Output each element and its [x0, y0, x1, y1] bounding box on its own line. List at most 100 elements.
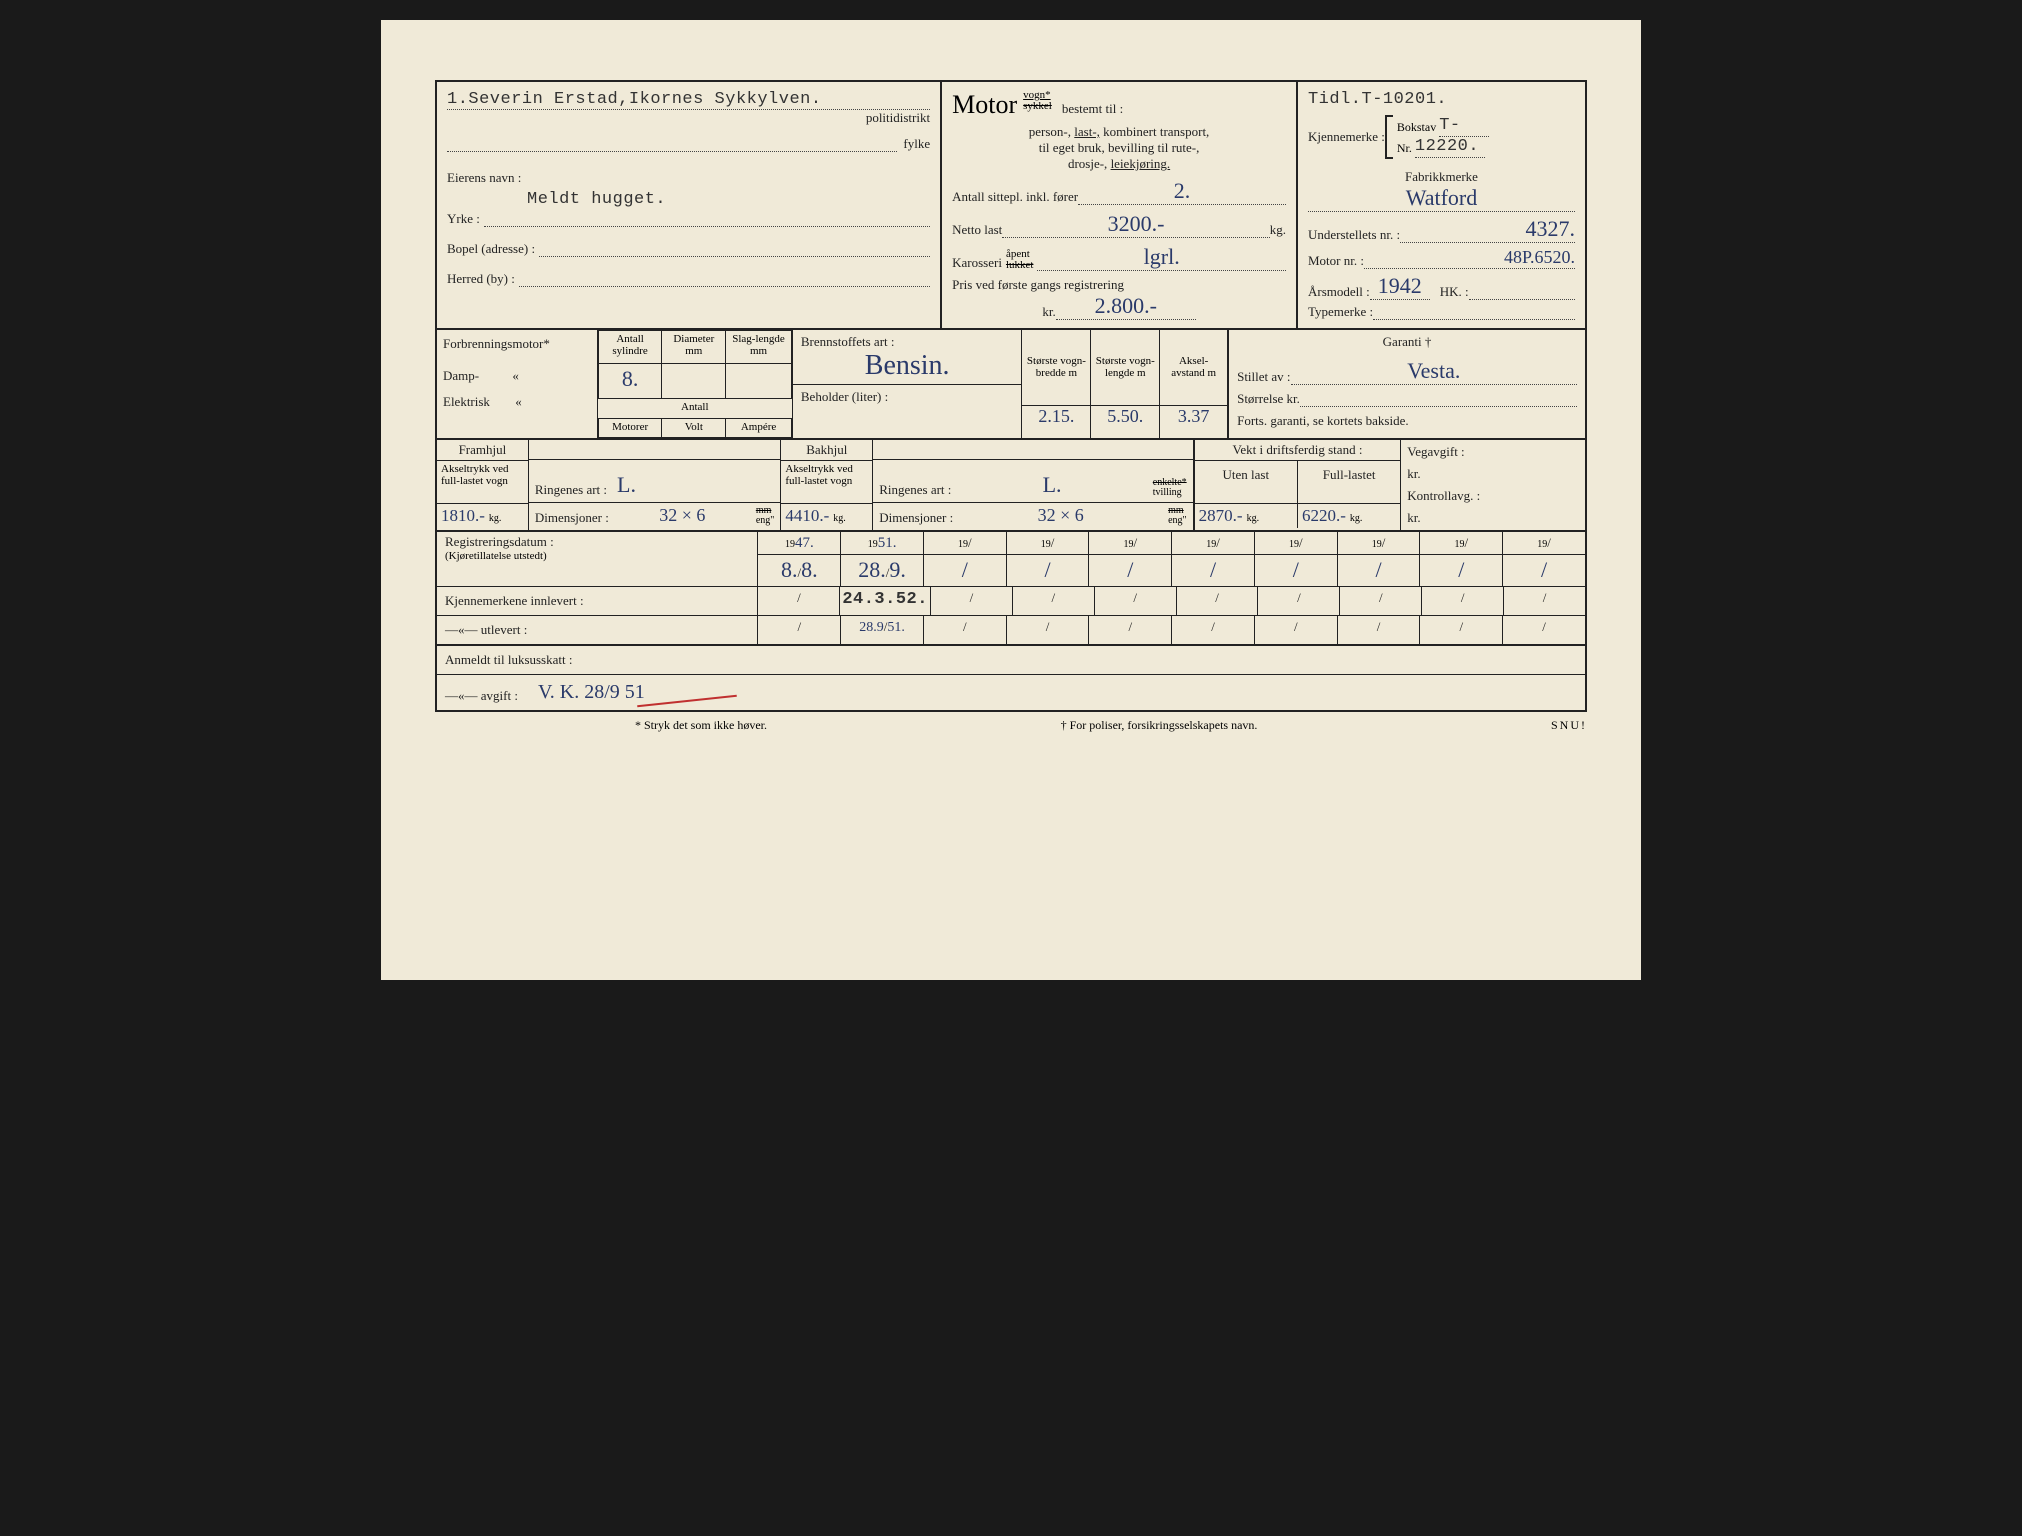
bokstav-value: T- — [1439, 116, 1489, 137]
kjennemerke-label: Kjennemerke : — [1308, 129, 1385, 145]
innlevert-row: Kjennemerkene innlevert : /24.3.52./////… — [437, 587, 1585, 616]
akseltrykk-back: 4410.- — [785, 506, 829, 525]
fylke-label: fylke — [903, 136, 930, 152]
arsmodell-value: 1942 — [1370, 273, 1430, 300]
ringenes-front: L. — [617, 472, 636, 498]
karosseri-value: lgrl. — [1037, 244, 1286, 271]
full-value: 6220.- — [1302, 506, 1346, 525]
paper-background: 1.Severin Erstad,Ikornes Sykkylven. poli… — [381, 20, 1641, 980]
engine-row: Forbrenningsmotor* Damp- « Elektrisk « A… — [437, 330, 1585, 440]
reg-label: Registreringsdatum : — [445, 534, 749, 550]
motornr-value: 48P.6520. — [1364, 247, 1575, 269]
year-cell: 19// — [1255, 532, 1338, 586]
utlevert-cells: /28.9/51.//////// — [758, 616, 1585, 644]
innlevert-cell: / — [1258, 587, 1340, 615]
footer: * Stryk det som ikke høver. † For polise… — [435, 712, 1587, 733]
sittepl-label: Antall sittepl. inkl. fører — [952, 189, 1078, 205]
owner-block: 1.Severin Erstad,Ikornes Sykkylven. poli… — [437, 82, 942, 328]
pris-label: Pris ved første gangs registrering — [952, 277, 1286, 293]
eier-value: Meldt hugget. — [527, 190, 930, 209]
understell-label: Understellets nr. : — [1308, 227, 1400, 243]
innlevert-cell: 24.3.52. — [840, 587, 931, 615]
utlevert-row: —«— utlevert : /28.9/51.//////// — [437, 616, 1585, 646]
innlevert-cell: / — [1095, 587, 1177, 615]
motor-sykkel: sykkel — [1023, 100, 1052, 112]
footnote-mid: † For poliser, forsikringsselskapets nav… — [1061, 718, 1258, 733]
netto-unit: kg. — [1270, 222, 1286, 238]
motor-line1: person-, last-, kombinert transport, — [952, 124, 1286, 140]
fabrikkmerke-value: Watford — [1308, 185, 1575, 212]
luksus-row: Anmeldt til luksusskatt : — [437, 646, 1585, 675]
lengde-value: 5.50. — [1091, 406, 1159, 427]
bopel-label: Bopel (adresse) : — [447, 241, 535, 257]
utlevert-cell: 28.9/51. — [841, 616, 924, 644]
understell-value: 4327. — [1400, 216, 1575, 243]
utlevert-cell: / — [1503, 616, 1585, 644]
pris-kr: kr. — [1042, 304, 1055, 320]
motor-title: Motor — [952, 90, 1017, 119]
utlevert-cell: / — [924, 616, 1007, 644]
top-row: 1.Severin Erstad,Ikornes Sykkylven. poli… — [437, 82, 1585, 330]
avgift-value: V. K. 28/9 51 — [538, 681, 645, 704]
innlevert-cell: / — [1177, 587, 1259, 615]
year-cell: 1947.8./8. — [758, 532, 841, 586]
brennstoff-label: Brennstoffets art : — [801, 334, 1014, 350]
innlevert-cell: / — [1504, 587, 1585, 615]
politidistrikt-label: politidistrikt — [447, 110, 930, 126]
motor-bestemt: bestemt til : — [1062, 101, 1123, 116]
bracket-icon — [1385, 115, 1393, 159]
year-cell: 19// — [1503, 532, 1585, 586]
year-cell: 1951.28./9. — [841, 532, 924, 586]
innlevert-cell: / — [1013, 587, 1095, 615]
netto-label: Netto last — [952, 222, 1002, 238]
beholder-label: Beholder (liter) : — [793, 384, 1022, 405]
ringenes-back: L. — [951, 472, 1152, 498]
dates-header-row: Registreringsdatum : (Kjøretillatelse ut… — [437, 532, 1585, 587]
utlevert-cell: / — [1255, 616, 1338, 644]
utlevert-label: —«— utlevert : — [437, 616, 758, 644]
yrke-label: Yrke : — [447, 211, 480, 227]
reg-sub: (Kjøretillatelse utstedt) — [445, 550, 749, 562]
innlevert-label: Kjennemerkene innlevert : — [437, 587, 758, 615]
motornr-label: Motor nr. : — [1308, 253, 1364, 269]
utlevert-cell: / — [1089, 616, 1172, 644]
year-cell: 19// — [1172, 532, 1255, 586]
owner-line: 1.Severin Erstad,Ikornes Sykkylven. — [447, 90, 930, 110]
hk-label: HK. : — [1440, 284, 1469, 300]
brennstoff-value: Bensin. — [801, 350, 1014, 382]
motor-block: Motor vogn* sykkel bestemt til : person-… — [942, 82, 1298, 328]
utlevert-cell: / — [1420, 616, 1503, 644]
year-cell: 19// — [924, 532, 1007, 586]
fabrikkmerke-label: Fabrikkmerke — [1308, 169, 1575, 185]
utlevert-cell: / — [758, 616, 841, 644]
innlevert-cell: / — [1422, 587, 1504, 615]
year-cell: 19// — [1338, 532, 1421, 586]
herred-label: Herred (by) : — [447, 271, 515, 287]
nr-value: 12220. — [1415, 137, 1485, 158]
dim-back: 32 × 6 — [953, 505, 1168, 526]
utlevert-cell: / — [1338, 616, 1421, 644]
motor-line3: drosje-, leiekjøring. — [952, 156, 1286, 172]
footnote-right: SNU! — [1551, 718, 1587, 733]
arsmodell-label: Årsmodell : — [1308, 284, 1370, 300]
year-cell: 19// — [1420, 532, 1503, 586]
luksus-label: Anmeldt til luksusskatt : — [437, 646, 1585, 674]
netto-value: 3200.- — [1002, 211, 1269, 238]
garanti-label: Garanti † — [1237, 334, 1577, 350]
forts-label: Forts. garanti, se kortets bakside. — [1237, 413, 1577, 429]
sittepl-value: 2. — [1078, 178, 1286, 205]
motor-line2: til eget bruk, bevilling til rute-, — [952, 140, 1286, 156]
utlevert-cell: / — [1172, 616, 1255, 644]
uten-value: 2870.- — [1199, 506, 1243, 525]
bredde-value: 2.15. — [1022, 406, 1090, 427]
year-cells: 1947.8./8.1951.28./9.19//19//19//19//19/… — [758, 532, 1585, 586]
year-cell: 19// — [1089, 532, 1172, 586]
tidl: Tidl.T-10201. — [1308, 90, 1575, 109]
eier-label: Eierens navn : — [447, 170, 930, 186]
utlevert-cell: / — [1007, 616, 1090, 644]
typemerke-label: Typemerke : — [1308, 304, 1373, 320]
karosseri-label: Karosseri — [952, 255, 1002, 271]
innlevert-cells: /24.3.52.//////// — [758, 587, 1585, 615]
pris-value: 2.800.- — [1056, 293, 1196, 320]
sylindre-value: 8. — [598, 364, 662, 399]
